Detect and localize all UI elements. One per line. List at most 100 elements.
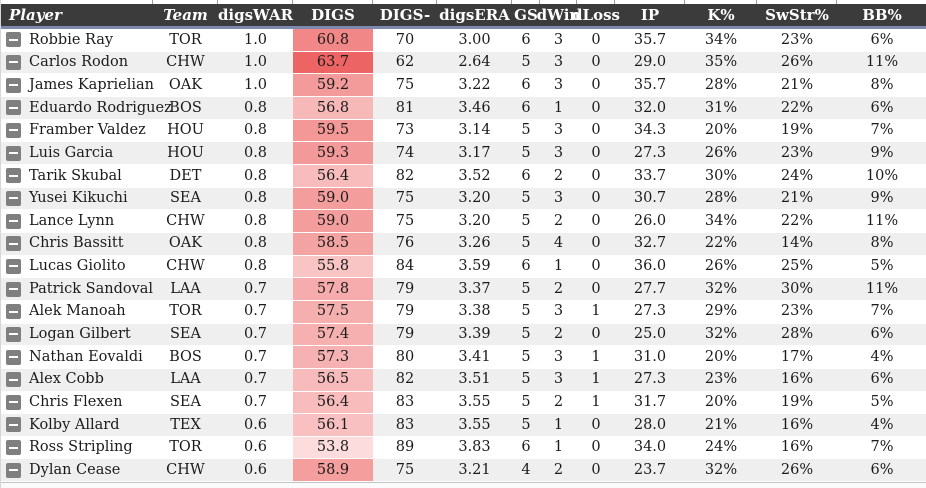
- cell-swstrpct: 19%: [780, 394, 814, 411]
- remove-row-button[interactable]: [6, 236, 21, 252]
- header-cell-digswar[interactable]: digsWAR: [217, 5, 294, 24]
- cell-digs: 56.8: [293, 96, 373, 119]
- header-cell-kpct[interactable]: K%: [707, 5, 735, 24]
- header-cell-dloss[interactable]: dLoss: [572, 5, 620, 24]
- cell-team: CHW: [166, 212, 205, 229]
- remove-row-button[interactable]: [6, 417, 21, 433]
- header-cell-digsminus[interactable]: DIGS-: [379, 5, 431, 24]
- cell-digs: 56.5: [293, 368, 373, 391]
- remove-row-button[interactable]: [6, 145, 21, 161]
- column-gridline-tick: [293, 0, 373, 4]
- cell-gs: 6: [521, 99, 531, 116]
- cell-dloss: 0: [591, 439, 601, 456]
- cell-kpct: 30%: [704, 167, 738, 184]
- remove-row-button[interactable]: [6, 213, 21, 229]
- header-cell-ip[interactable]: IP: [640, 5, 660, 24]
- cell-dwin: 3: [553, 122, 564, 139]
- remove-row-button[interactable]: [6, 77, 21, 93]
- cell-dloss: 0: [591, 54, 601, 71]
- player-name: Tarik Skubal: [29, 167, 122, 184]
- player-name: Luis Garcia: [29, 144, 114, 161]
- cell-digsera: 3.26: [458, 235, 491, 252]
- cell-digswar: 0.8: [243, 167, 268, 184]
- cell-gs: 6: [521, 439, 531, 456]
- cell-digswar: 0.8: [243, 190, 268, 207]
- table-row: Kolby Allard TEX 0.6 56.1 83 3.55 5 1 0 28.0 21% 16…: [1, 414, 926, 437]
- table-row: Lucas Giolito CHW 0.8 55.8 84 3.59 6 1 0 36.0 26% 2…: [1, 255, 926, 279]
- cell-swstrpct: 24%: [780, 167, 814, 184]
- cell-dloss: 1: [591, 394, 601, 411]
- cell-digswar: 0.8: [243, 122, 268, 139]
- remove-row-button[interactable]: [6, 326, 21, 342]
- column-gridline-tick: [218, 0, 293, 4]
- cell-dloss: 1: [591, 348, 601, 365]
- cell-dloss: 0: [591, 462, 601, 479]
- column-gridline-tick: [540, 0, 577, 4]
- table-row: Robbie Ray TOR 1.0 60.8 70 3.00 6 3 0 35.7 34% 23% 6…: [1, 29, 926, 52]
- cell-digs: 53.8: [293, 436, 373, 459]
- cell-ip: 34.3: [633, 122, 667, 139]
- header-cell-digsera[interactable]: digsERA: [439, 5, 510, 24]
- header-cell-swstrpct[interactable]: SwStr%: [765, 5, 829, 24]
- header-cell-bbpct[interactable]: BB%: [862, 5, 902, 24]
- remove-row-button[interactable]: [6, 54, 21, 70]
- remove-row-button[interactable]: [6, 100, 21, 116]
- cell-dloss: 0: [591, 122, 601, 139]
- header-cell-gs[interactable]: GS: [514, 5, 538, 24]
- cell-ip: 36.0: [633, 258, 667, 275]
- cell-kpct: 29%: [704, 303, 738, 320]
- cell-digsera: 3.21: [458, 462, 491, 479]
- remove-row-button[interactable]: [6, 394, 21, 410]
- cell-ip: 31.7: [633, 394, 667, 411]
- cell-digsminus: 75: [395, 76, 415, 93]
- minus-icon: [9, 84, 18, 87]
- minus-icon: [9, 129, 18, 132]
- cell-player: Yusei Kikuchi: [1, 188, 153, 210]
- minus-icon: [9, 242, 18, 245]
- cell-digs: 57.5: [293, 300, 373, 323]
- cell-gs: 5: [521, 54, 531, 71]
- remove-row-button[interactable]: [6, 304, 21, 320]
- cell-bbpct: 11%: [865, 54, 899, 71]
- minus-icon: [9, 61, 18, 64]
- cell-digsera: 3.52: [458, 167, 491, 184]
- header-cell-team[interactable]: Team: [163, 5, 208, 24]
- remove-row-button[interactable]: [6, 349, 21, 365]
- header-cell-digs[interactable]: DIGS: [311, 5, 355, 24]
- cell-team: TEX: [170, 416, 201, 433]
- cell-digsera: 3.59: [458, 258, 491, 275]
- cell-team: CHW: [166, 258, 205, 275]
- table-body: Robbie Ray TOR 1.0 60.8 70 3.00 6 3 0 35.7 34% 23% 6…: [1, 29, 926, 483]
- header-cell-dwin[interactable]: dWin: [536, 5, 581, 24]
- cell-kpct: 35%: [704, 54, 738, 71]
- remove-row-button[interactable]: [6, 258, 21, 274]
- cell-swstrpct: 21%: [780, 190, 814, 207]
- table-row: Framber Valdez HOU 0.8 59.5 73 3.14 5 3 0 34.3 20%…: [1, 119, 926, 143]
- cell-ip: 29.0: [633, 54, 667, 71]
- player-name: Logan Gilbert: [29, 326, 131, 343]
- cell-kpct: 28%: [704, 190, 738, 207]
- player-name: James Kaprielian: [29, 76, 155, 93]
- cell-team: SEA: [170, 190, 201, 207]
- header-divider: [1, 26, 926, 29]
- header-cell-player[interactable]: Player: [9, 5, 62, 24]
- remove-row-button[interactable]: [6, 168, 21, 184]
- cell-dwin: 1: [553, 258, 564, 275]
- remove-row-button[interactable]: [6, 32, 21, 48]
- cell-ip: 32.7: [633, 235, 667, 252]
- player-name: Kolby Allard: [29, 416, 120, 433]
- cell-dloss: 0: [591, 99, 601, 116]
- minus-icon: [9, 106, 18, 109]
- column-gridline-tick: [437, 0, 512, 4]
- remove-row-button[interactable]: [6, 190, 21, 206]
- remove-row-button[interactable]: [6, 462, 21, 478]
- cell-dloss: 1: [591, 371, 601, 388]
- remove-row-button[interactable]: [6, 122, 21, 138]
- cell-digsminus: 81: [395, 99, 415, 116]
- cell-digs: 56.4: [293, 164, 373, 187]
- remove-row-button[interactable]: [6, 440, 21, 456]
- remove-row-button[interactable]: [6, 372, 21, 388]
- cell-digswar: 0.8: [243, 99, 268, 116]
- remove-row-button[interactable]: [6, 281, 21, 297]
- cell-digsminus: 62: [395, 54, 415, 71]
